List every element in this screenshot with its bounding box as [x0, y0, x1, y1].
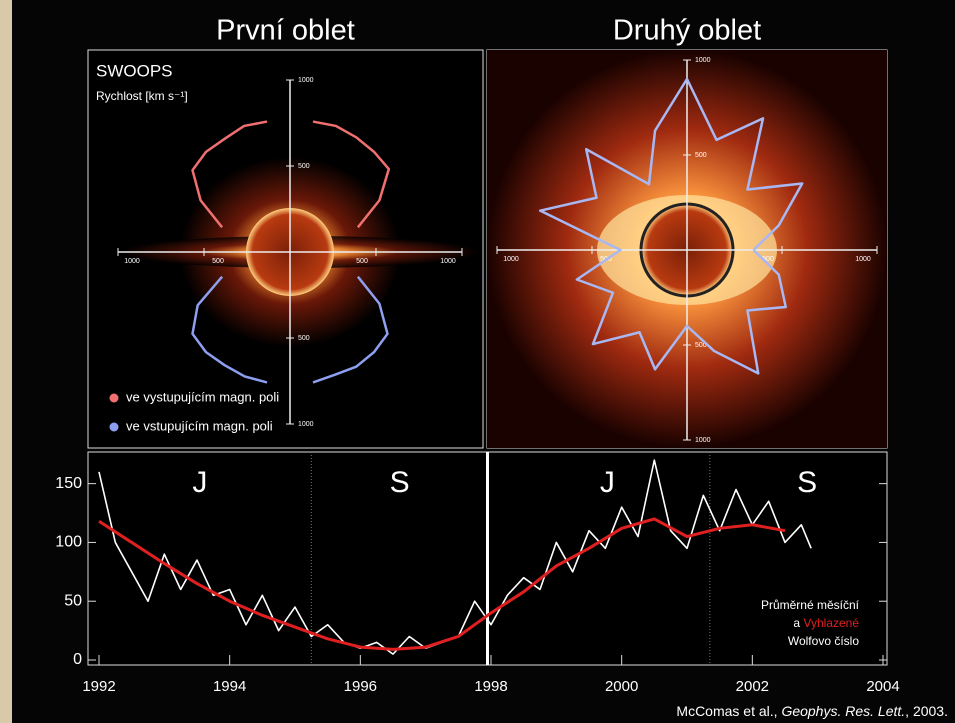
citation-authors: McComas et al., [676, 703, 781, 719]
r-tick-label: 500 [356, 258, 368, 265]
citation-journal: Geophys. Res. Lett. [781, 703, 905, 719]
y-tick-label: 150 [55, 475, 82, 492]
y-tick-label: 50 [64, 592, 82, 609]
region-label: S [797, 466, 817, 499]
speed-trace [191, 120, 268, 229]
r-tick-label: 1000 [503, 256, 519, 263]
legend-label: a Vyhlazené [793, 616, 859, 630]
legend-suffix: Wolfovo číslo [788, 634, 859, 648]
r-tick-label: 1000 [855, 256, 871, 263]
x-tick-label: 2004 [866, 678, 899, 695]
r-tick-label: 500 [212, 258, 224, 265]
panel-title: První oblet [216, 15, 355, 47]
citation-year: , 2003. [905, 703, 948, 719]
region-label: J [192, 466, 207, 499]
speed-trace [538, 77, 804, 375]
x-tick-label: 1998 [474, 678, 507, 695]
legend-joiner: a [793, 616, 800, 630]
r-tick-label: 500 [298, 335, 310, 342]
r-tick-label: 1000 [695, 57, 711, 64]
x-tick-label: 1994 [213, 678, 246, 695]
legend-label: ve vstupujícím magn. poli [126, 418, 273, 433]
r-tick-label: 1000 [124, 258, 140, 265]
speed-trace [312, 120, 391, 229]
r-tick-label: 1000 [298, 77, 314, 84]
region-label: J [600, 466, 615, 499]
legend-label: ve vystupujícím magn. poli [126, 389, 279, 404]
y-tick-label: 100 [55, 534, 82, 551]
paper-edge [0, 0, 12, 723]
r-tick-label: 500 [695, 342, 707, 349]
legend-swatch [109, 422, 119, 432]
series-line [98, 517, 786, 651]
legend-swatch [109, 393, 119, 403]
axis-label: Rychlost [km s⁻¹] [96, 89, 188, 103]
x-tick-label: 1992 [82, 678, 115, 695]
legend-label: Průměrné měsíční [761, 598, 860, 612]
legend-label: Vyhlazené [803, 616, 859, 630]
speed-trace [191, 275, 268, 384]
speed-trace [312, 275, 389, 384]
x-tick-label: 1996 [344, 678, 377, 695]
citation: McComas et al., Geophys. Res. Lett., 200… [676, 703, 948, 719]
y-tick-label: 0 [73, 651, 82, 668]
r-tick-label: 500 [695, 152, 707, 159]
r-tick-label: 500 [762, 256, 774, 263]
panel-label: SWOOPS [96, 61, 173, 80]
x-tick-label: 2002 [736, 678, 769, 695]
r-tick-label: 1000 [440, 258, 456, 265]
x-tick-label: 2000 [605, 678, 638, 695]
region-label: S [390, 466, 410, 499]
panel-title: Druhý oblet [613, 15, 761, 47]
r-tick-label: 1000 [695, 437, 711, 444]
r-tick-label: 500 [298, 163, 310, 170]
r-tick-label: 1000 [298, 421, 314, 428]
